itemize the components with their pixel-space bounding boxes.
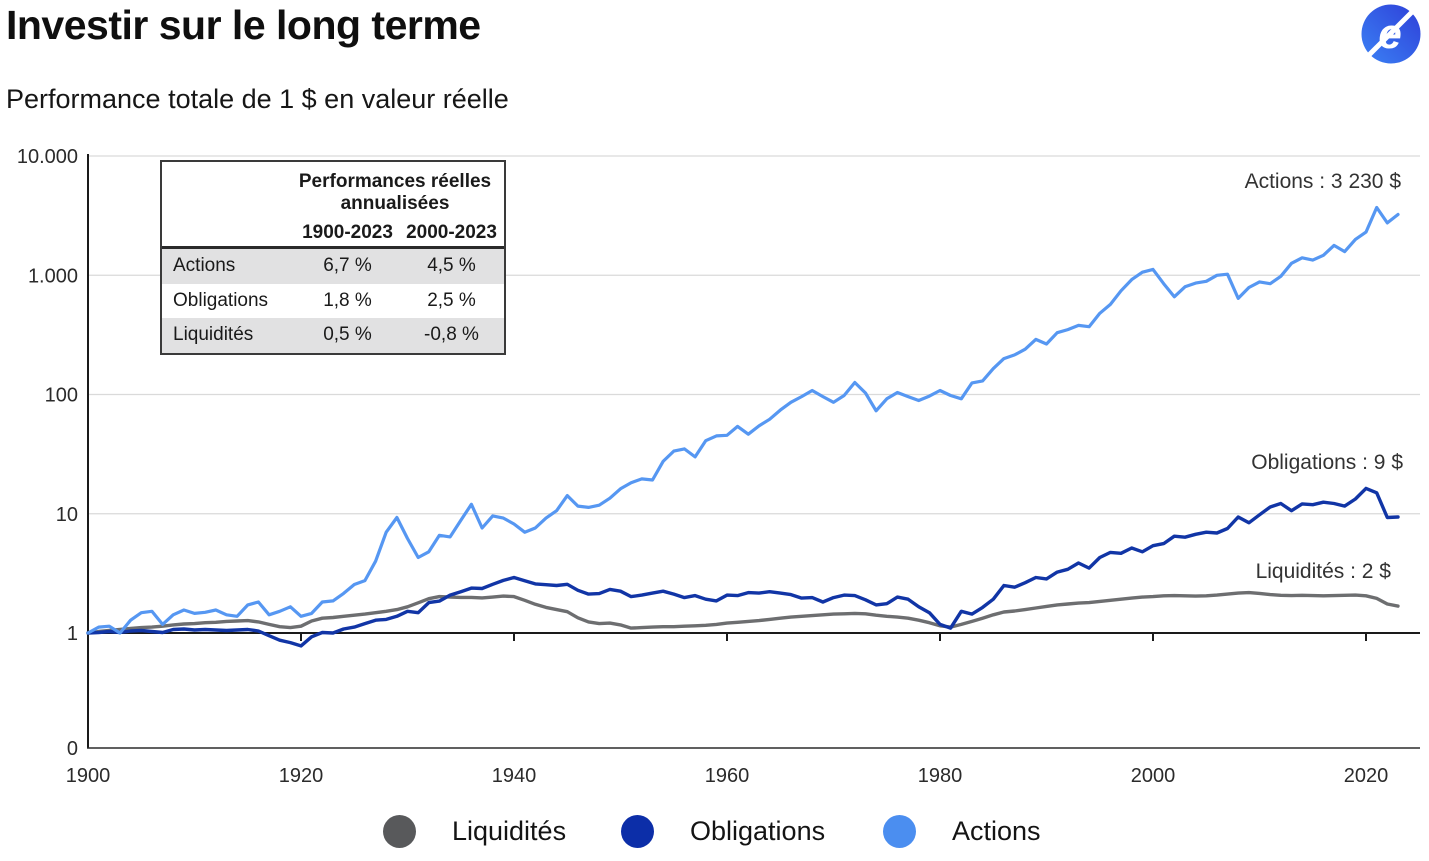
table-col-header-1900-2023: 1900-2023 [302,222,393,243]
table-corner-cell [162,222,300,244]
obligations-end-annotation: Obligations : 9 $ [1251,451,1403,474]
table-title-line1: Performances réelles [298,171,492,192]
row-value: 2,5 % [427,289,476,311]
table-row-liquidites: Liquidités 0,5 % -0,8 % [162,318,504,353]
legend-item-actions: Actions [883,815,1041,848]
row-label: Obligations [173,289,269,311]
page-title: Investir sur le long terme [6,2,481,48]
y-tick-label: 0 [67,738,78,760]
legend-label: Obligations [690,816,826,846]
legend-item-obligations: Obligations [621,815,825,848]
series-line-obligations [86,486,1400,648]
performance-table-title: Performances réelles annualisées [288,162,502,215]
table-title-line2: annualisées [340,193,450,214]
performance-table: Performances réelles annualisées 1900-20… [160,160,506,355]
table-row-obligations: Obligations 1,8 % 2,5 % [162,284,504,319]
chart-area: 1900 1920 1940 1960 1980 2000 2020 10.000 1.000 1… [17,146,1420,787]
legend-label: Liquidités [452,816,567,846]
row-value: 1,8 % [323,289,372,311]
x-tick-label: 2020 [1344,765,1389,787]
liquidites-legend-dot [383,815,416,848]
table-col-header-2000-2023: 2000-2023 [406,222,497,243]
series-line-actions [86,205,1400,635]
line-chart: 1900 1920 1940 1960 1980 2000 2020 10.000 1.000 1… [17,146,1420,787]
page-subtitle: Performance totale de 1 $ en valeur réel… [6,84,509,114]
x-tick-label: 1900 [66,765,111,787]
y-tick-label: 10 [56,504,78,526]
brand-logo: e [1358,2,1424,68]
y-tick-label: 10.000 [17,146,78,168]
x-tick-label: 1980 [918,765,963,787]
obligations-legend-dot [621,815,654,848]
table-row-actions: Actions 6,7 % 4,5 % [162,249,504,284]
y-tick-label: 1.000 [28,265,78,287]
liquidites-end-annotation: Liquidités : 2 $ [1255,560,1391,583]
performance-table-header: Performances réelles annualisées 1900-20… [162,162,504,249]
brand-logo-icon: e [1361,4,1421,64]
y-tick-label: 1 [67,623,78,645]
row-label: Actions [173,255,236,277]
x-tick-label: 1960 [705,765,750,787]
series-line-liquidités [86,590,1400,635]
x-tick-label: 2000 [1131,765,1176,787]
actions-legend-dot [883,815,916,848]
actions-end-annotation: Actions : 3 230 $ [1244,170,1401,193]
legend-label: Actions [952,816,1041,846]
row-value: -0,8 % [424,324,479,346]
row-value: 0,5 % [323,324,372,346]
x-tick-label: 1940 [492,765,537,787]
row-label: Liquidités [173,324,254,346]
row-value: 6,7 % [323,255,372,277]
x-tick-label: 1920 [279,765,324,787]
y-tick-label: 100 [45,385,78,407]
legend-item-liquidites: Liquidités [383,815,566,848]
row-value: 4,5 % [427,255,476,277]
logo-slash [1364,7,1417,60]
table-column-headers: 1900-2023 2000-2023 [162,222,504,244]
